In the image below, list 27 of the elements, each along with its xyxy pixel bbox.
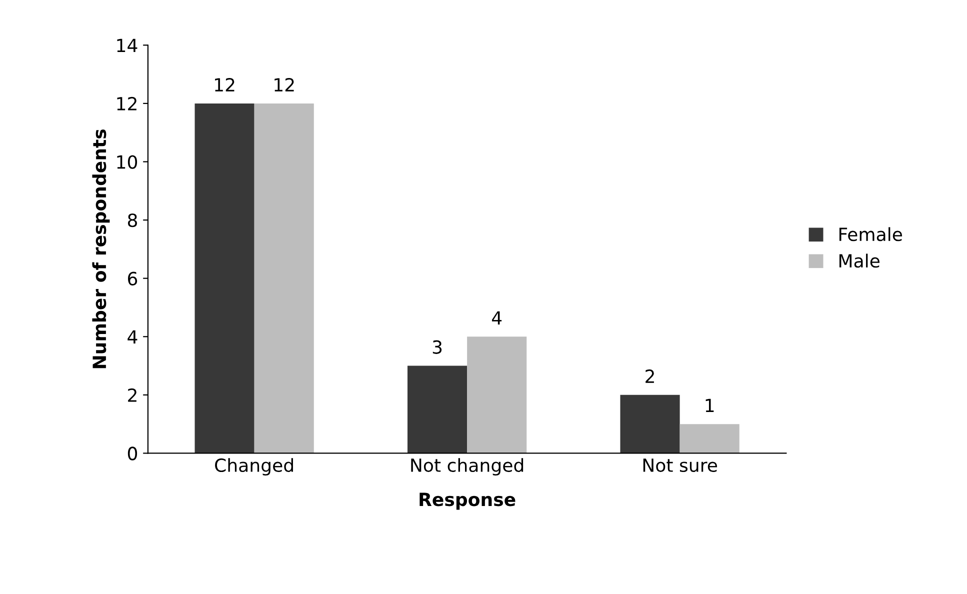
y-tick-label: 12 <box>117 96 136 110</box>
x-axis-title: Response <box>420 492 516 510</box>
data-label: 12 <box>215 78 234 92</box>
bar <box>407 366 468 454</box>
x-tick-label: Changed <box>215 458 293 476</box>
bar <box>467 336 527 454</box>
y-axis-title: Number of respondents <box>92 129 110 368</box>
x-tick-label: Not sure <box>643 458 718 472</box>
data-label: 4 <box>492 311 502 325</box>
data-label: 2 <box>646 369 654 383</box>
bar <box>620 394 680 454</box>
bar <box>680 424 740 454</box>
y-tick-label: 10 <box>117 155 138 169</box>
y-tick-label: 14 <box>117 38 138 52</box>
y-tick-label: 2 <box>128 388 136 402</box>
bar <box>254 103 314 454</box>
data-label: 12 <box>274 78 294 92</box>
legend-label: Female <box>839 227 902 242</box>
legend-label: Male <box>839 254 880 268</box>
y-tick-label: 0 <box>128 446 138 460</box>
y-tick-label: 6 <box>128 272 138 286</box>
data-label: 3 <box>432 340 442 354</box>
x-tick-label: Not changed <box>411 458 524 476</box>
y-tick-label: 8 <box>128 213 137 228</box>
y-tick-label: 4 <box>128 330 138 344</box>
bar <box>194 103 254 454</box>
data-label: 1 <box>706 398 714 412</box>
